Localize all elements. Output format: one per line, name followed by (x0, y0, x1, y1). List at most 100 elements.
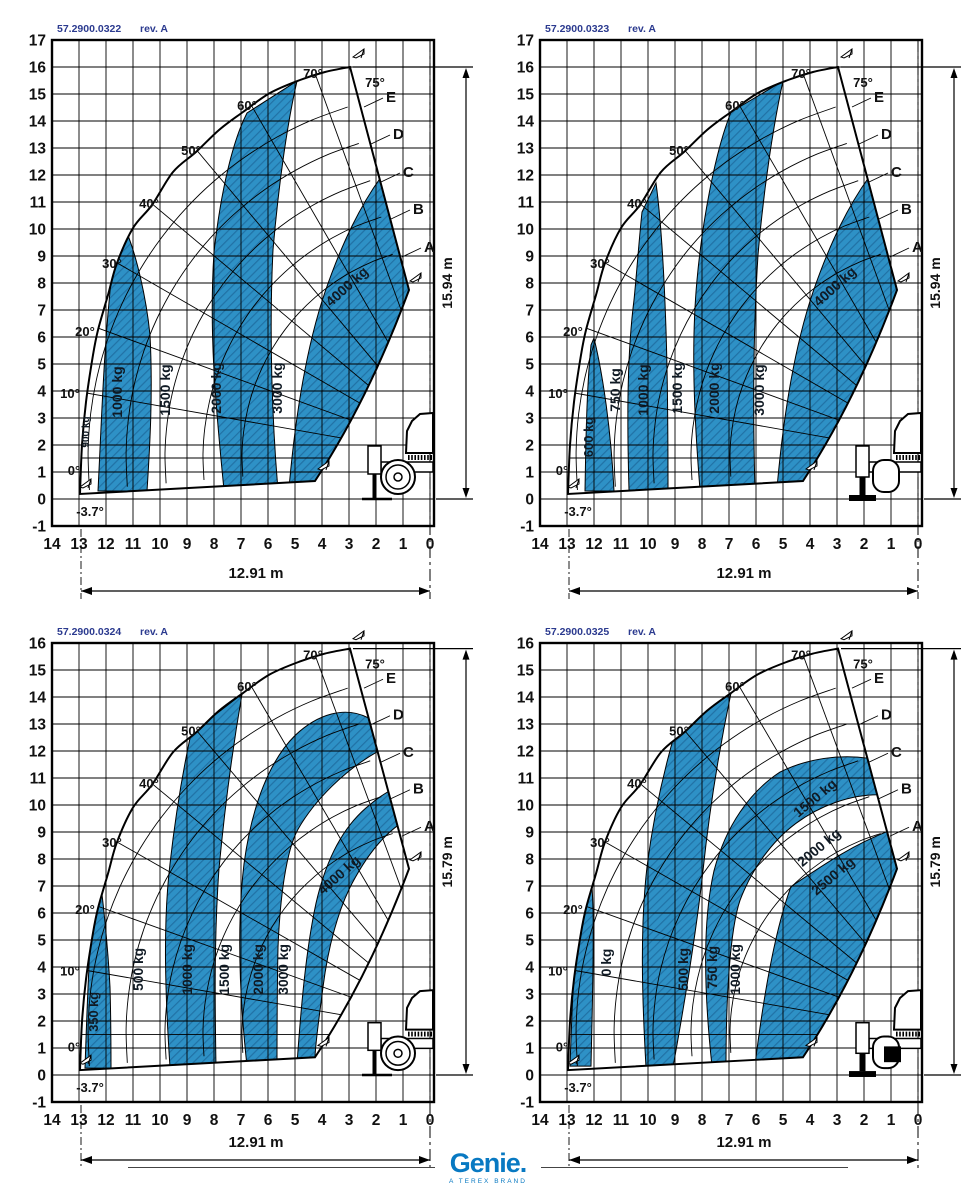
height-dimension: 15.79 m (439, 836, 455, 887)
machine-cab (404, 989, 434, 1031)
y-tick: 1 (37, 1041, 46, 1058)
boom-angle-label: 0° (68, 463, 80, 478)
chart-revision: rev. A (628, 626, 656, 638)
capacity-label: 600 kg (581, 417, 596, 458)
boom-extension-arc (87, 106, 348, 491)
load-chart-57.2900.0322: A B C D E75° 70° 60° 50° 40° 30° 20° 10° 0° -3.7° 900 … (29, 23, 473, 599)
x-tick: 11 (613, 1112, 630, 1129)
boom-angle-label: 70° (303, 648, 323, 663)
dimensions: 15.94 m 12.91 m (568, 66, 961, 599)
x-tick: 7 (725, 1112, 734, 1129)
capacity-label: 3000 kg (275, 944, 291, 995)
extension-letter: E (874, 89, 884, 106)
stabilizer-leg (855, 1021, 870, 1055)
fork-carriage-icon (566, 1054, 580, 1065)
y-tick: 9 (37, 249, 46, 266)
boom-angle-label: 50° (181, 724, 201, 739)
x-tick: 8 (698, 536, 707, 553)
boom-angle-label: 0° (68, 1039, 80, 1054)
y-tick: 3 (525, 411, 534, 428)
capacity-label: 750 kg (607, 368, 623, 412)
x-tick: 3 (833, 1112, 842, 1129)
boom-extension-arc (241, 833, 393, 1053)
boom-angle-label: 20° (563, 324, 583, 339)
x-tick: 6 (752, 536, 761, 553)
x-tick: 4 (806, 1112, 815, 1129)
boom-extension-arc (575, 106, 836, 491)
boom-extension-arc (241, 253, 393, 477)
machine-tire-raised (872, 459, 900, 493)
x-tick: 1 (887, 536, 896, 553)
boom-extension-arc (87, 687, 348, 1067)
y-tick: 5 (37, 357, 46, 374)
x-tick: 10 (639, 1112, 656, 1129)
envelope-outline (566, 647, 899, 1072)
footer-rule-left (128, 1166, 436, 1169)
boom-angle-label: 50° (181, 143, 201, 158)
y-tick: 15 (517, 87, 535, 104)
reach-dimension: 12.91 m (716, 565, 771, 582)
boom-extension-arc (652, 760, 859, 1060)
x-tick: 4 (806, 536, 815, 553)
x-tick: 3 (345, 536, 354, 553)
y-tick: -1 (520, 1095, 534, 1112)
y-tick: 11 (30, 771, 47, 788)
boom-extension-arc (729, 833, 881, 1053)
x-tick: 5 (779, 1112, 788, 1129)
extension-letter: E (386, 89, 396, 106)
chart-revision: rev. A (140, 626, 168, 638)
boom-extension-arc (729, 253, 881, 477)
x-tick: 7 (725, 536, 734, 553)
capacity-label: 1000 kg (727, 944, 743, 995)
boom-extension-arc (164, 760, 371, 1060)
y-tick: 12 (517, 168, 534, 185)
capacity-label: 1000 kg (179, 944, 195, 995)
boom-angle-label: -3.7° (76, 504, 104, 519)
dimensions: 15.94 m 12.91 m (80, 66, 473, 599)
reach-envelope: A B C D E75° 70° 60° 50° 40° 30° 20° 10° 0° -3.7° 900 … (60, 48, 435, 519)
extension-letter: A (424, 239, 435, 256)
capacity-label: 900 kg (81, 416, 92, 447)
y-tick: 16 (29, 60, 47, 77)
capacity-label: 2000 kg (706, 362, 722, 413)
fork-carriage-icon (839, 48, 853, 59)
boom-angle-label: 40° (139, 196, 159, 211)
extension-letter: A (424, 819, 435, 835)
capacity-label: 1500 kg (157, 364, 173, 415)
extension-letter: D (881, 126, 892, 143)
x-tick: 2 (860, 536, 869, 553)
y-tick: 16 (517, 60, 535, 77)
y-tick: 16 (517, 636, 535, 653)
x-tick: 13 (70, 1112, 88, 1129)
fork-carriage-icon (351, 629, 365, 641)
y-tick: -1 (520, 519, 534, 536)
y-tick: 12 (29, 168, 46, 185)
fork-carriage-icon (408, 850, 422, 862)
y-tick: 15 (517, 663, 535, 680)
stabilizer-leg (367, 445, 382, 475)
x-tick: 9 (183, 1112, 192, 1129)
y-tick: 14 (517, 690, 535, 707)
boom-angle-label: 40° (139, 776, 159, 791)
boom-angle-label: 30° (102, 835, 122, 850)
x-tick: 9 (671, 536, 680, 553)
y-tick: 0 (525, 1068, 534, 1085)
extension-letter: A (912, 819, 923, 835)
y-tick: 2 (525, 1014, 534, 1031)
boom-angle-label: 20° (75, 324, 95, 339)
capacity-label: 3000 kg (269, 362, 285, 413)
extension-letter: C (891, 745, 902, 761)
boom-angle-label: 60° (725, 679, 745, 694)
extension-letter: C (403, 745, 414, 761)
fork-carriage-icon (78, 1054, 92, 1065)
boom-angle-label: 40° (627, 196, 647, 211)
y-tick: 10 (29, 798, 46, 815)
boom-angle-label: 40° (627, 776, 647, 791)
y-tick: 4 (525, 960, 534, 977)
y-tick: 7 (525, 879, 534, 896)
y-tick: 0 (37, 1068, 46, 1085)
load-chart-57.2900.0325: A B C D E75° 70° 60° 50° 40° 30° 20° 10° 0° -3.7° 0 kg… (517, 626, 961, 1168)
x-tick: 9 (671, 1112, 680, 1129)
y-tick: 12 (517, 744, 534, 761)
